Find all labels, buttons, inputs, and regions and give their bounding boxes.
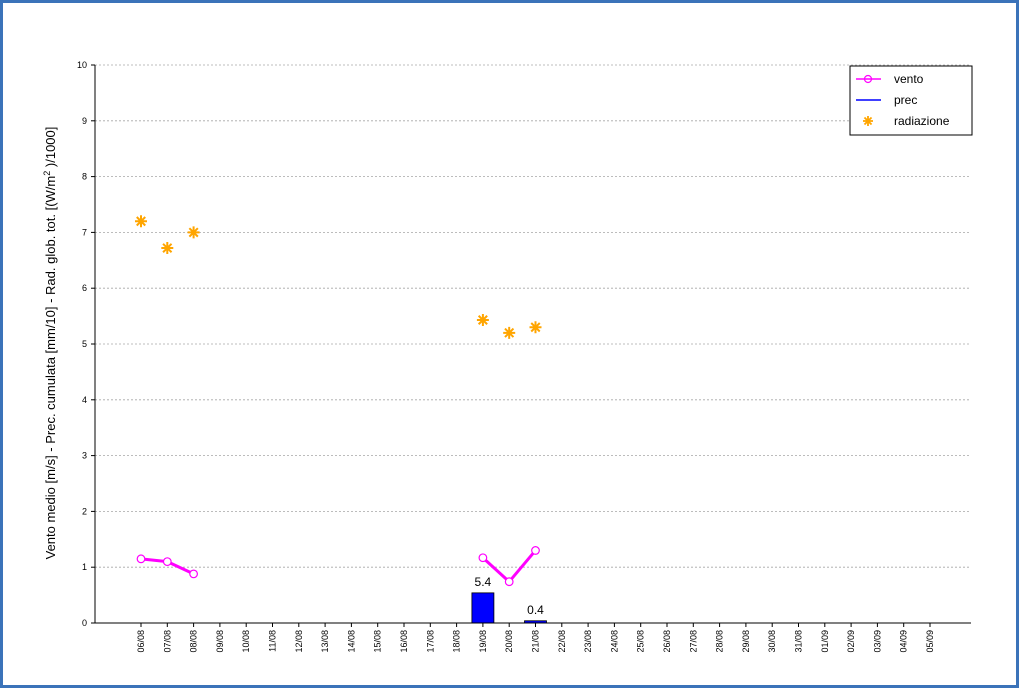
y-tick-label-3: 3 [82,451,87,461]
y-tick-label-5: 5 [82,339,87,349]
x-tick-label-7: 13/08 [320,630,330,653]
y-ticks: 0 1 2 3 4 5 6 7 8 9 10 [77,60,95,628]
x-tick-label-18: 24/08 [609,630,619,653]
point-vento-1 [162,557,172,567]
x-tick-label-1: 07/08 [162,630,172,653]
point-radiazione-2 [187,226,200,239]
x-tick-label-16: 22/08 [557,630,567,653]
x-tick-label-25: 31/08 [794,630,804,653]
x-tick-label-17: 23/08 [583,630,593,653]
x-tick-label-11: 17/08 [425,630,435,653]
x-tick-label-26: 01/09 [820,630,830,653]
x-tick-label-24: 30/08 [767,630,777,653]
point-vento-13 [478,553,488,563]
legend-prec-text: prec [894,93,917,107]
x-tick-label-3: 09/08 [215,630,225,653]
x-tick-label-4: 10/08 [241,630,251,653]
point-radiazione-14 [503,326,516,339]
point-radiazione-13 [476,314,489,327]
y-axis-label-end: )/1000] [43,127,58,171]
legend-radiazione-star [863,116,873,126]
line-series [136,546,540,587]
star-series [135,215,542,339]
x-tick-label-23: 29/08 [741,630,751,653]
x-tick-label-22: 28/08 [715,630,725,653]
x-tick-label-20: 26/08 [662,630,672,653]
x-ticks: 06/08 07/08 08/08 09/08 10/08 11/08 12/08 13/08… [136,623,935,653]
y-axis-label-sup: 2 [42,171,52,176]
x-tick-label-19: 25/08 [636,630,646,653]
x-tick-label-0: 06/08 [136,630,146,653]
legend-item-vento: vento [856,72,924,86]
legend-vento-text: vento [894,72,924,86]
legend-vento-marker [863,74,873,84]
legend-radiazione-marker [863,116,873,126]
point-radiazione-1 [161,242,174,255]
y-axis-label: Vento medio [m/s] - Prec. cumulata [mm/1… [42,127,58,560]
legend: vento prec radiazione [849,65,973,136]
point-vento-15 [531,546,540,555]
x-tick-label-28: 03/09 [872,630,882,653]
legend-item-radiazione: radiazione [863,114,950,128]
y-tick-label-1: 1 [82,562,87,572]
y-tick-label-7: 7 [82,227,87,237]
legend-item-prec: prec [856,93,917,107]
data-label-prec-13: 5.4 [475,575,492,589]
y-axis-label-main: Vento medio [m/s] - Prec. cumulata [mm/1… [43,176,58,560]
x-tick-label-30: 05/09 [925,630,935,653]
y-tick-label-0: 0 [82,618,87,628]
data-label-prec-15: 0.4 [527,603,544,617]
x-tick-label-27: 02/09 [846,630,856,653]
point-vento-2 [189,569,199,579]
point-vento-0 [136,554,146,564]
y-tick-label-9: 9 [82,116,87,126]
x-tick-label-12: 18/08 [452,630,462,653]
grid-lines [95,64,971,568]
y-tick-label-8: 8 [82,172,87,182]
x-tick-label-6: 12/08 [294,630,304,653]
data-labels: 5.4 0.4 [475,575,545,617]
y-tick-label-10: 10 [77,60,87,70]
x-tick-label-13: 19/08 [478,630,488,653]
chart: 0 1 2 3 4 5 6 7 8 9 10 06/08 07/08 08/08 09/08 10/08 11… [42,60,973,653]
x-tick-label-15: 21/08 [531,630,541,653]
x-tick-label-9: 15/08 [373,630,383,653]
y-tick-label-4: 4 [82,395,87,405]
legend-radiazione-text: radiazione [894,114,950,128]
y-tick-label-2: 2 [82,506,87,516]
x-tick-label-2: 08/08 [189,630,199,653]
point-vento-14 [504,577,514,587]
x-tick-label-8: 14/08 [346,630,356,653]
y-tick-label-6: 6 [82,283,87,293]
point-radiazione-0 [135,215,147,228]
bar-prec-13 [471,592,495,624]
point-radiazione-15 [529,321,542,334]
x-tick-label-14: 20/08 [504,630,514,653]
x-tick-label-21: 27/08 [688,630,698,653]
x-tick-label-10: 16/08 [399,630,409,653]
x-tick-label-5: 11/08 [268,630,278,652]
x-tick-label-29: 04/09 [899,630,909,653]
